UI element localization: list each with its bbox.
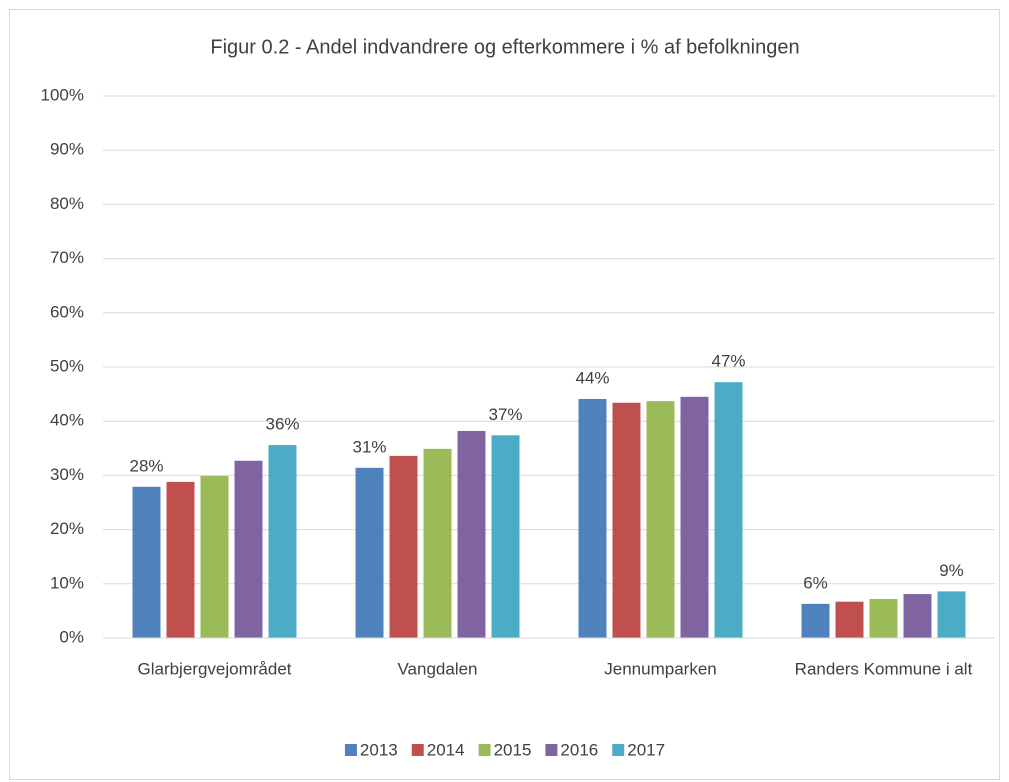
x-tick-label: Randers Kommune i alt <box>795 659 973 678</box>
bar <box>937 591 966 638</box>
bar <box>457 430 486 638</box>
y-tick-label: 70% <box>50 248 84 267</box>
y-tick-label: 30% <box>50 465 84 484</box>
y-tick-label: 80% <box>50 194 84 213</box>
bar <box>132 486 161 638</box>
bar <box>355 467 384 638</box>
legend-label: 2017 <box>627 740 665 759</box>
y-tick-label: 100% <box>41 85 84 104</box>
bar <box>200 475 229 638</box>
legend-swatch <box>545 744 558 756</box>
bar <box>491 435 520 638</box>
chart-border <box>9 9 1000 780</box>
bar <box>714 382 743 638</box>
data-label: 6% <box>803 573 828 592</box>
y-tick-label: 0% <box>59 627 84 646</box>
bar <box>268 445 297 638</box>
data-label: 31% <box>352 437 386 456</box>
bar <box>869 598 898 638</box>
y-tick-label: 90% <box>50 140 84 159</box>
legend-swatch <box>344 744 357 756</box>
data-label: 47% <box>711 352 745 371</box>
bar <box>234 460 263 638</box>
y-tick-label: 50% <box>50 356 84 375</box>
data-label: 9% <box>939 561 964 580</box>
bar <box>835 601 864 638</box>
y-tick-label: 20% <box>50 519 84 538</box>
bar <box>646 401 675 638</box>
y-tick-label: 40% <box>50 411 84 430</box>
data-label: 28% <box>129 456 163 475</box>
x-tick-label: Jennumparken <box>604 659 716 678</box>
legend-swatch <box>411 744 424 756</box>
data-label: 36% <box>265 415 299 434</box>
legend-label: 2014 <box>427 740 465 759</box>
bar <box>166 481 195 638</box>
data-label: 37% <box>488 405 522 424</box>
legend: 2013 2014 2015 2016 2017 <box>344 740 665 759</box>
bar <box>389 455 418 638</box>
bar <box>680 396 709 638</box>
x-tick-label: Vangdalen <box>397 659 477 678</box>
y-tick-label: 60% <box>50 302 84 321</box>
bar <box>801 603 830 638</box>
x-tick-label: Glarbjergvejområdet <box>137 659 291 678</box>
bar <box>903 594 932 638</box>
bar <box>578 398 607 638</box>
legend-label: 2013 <box>360 740 398 759</box>
y-tick-label: 10% <box>50 573 84 592</box>
legend-swatch <box>478 744 491 756</box>
bar <box>423 448 452 638</box>
data-label: 44% <box>575 368 609 387</box>
legend-label: 2016 <box>560 740 598 759</box>
chart-title: Figur 0.2 - Andel indvandrere og efterko… <box>210 36 799 58</box>
bar <box>612 402 641 638</box>
legend-swatch <box>612 744 625 756</box>
legend-label: 2015 <box>494 740 532 759</box>
